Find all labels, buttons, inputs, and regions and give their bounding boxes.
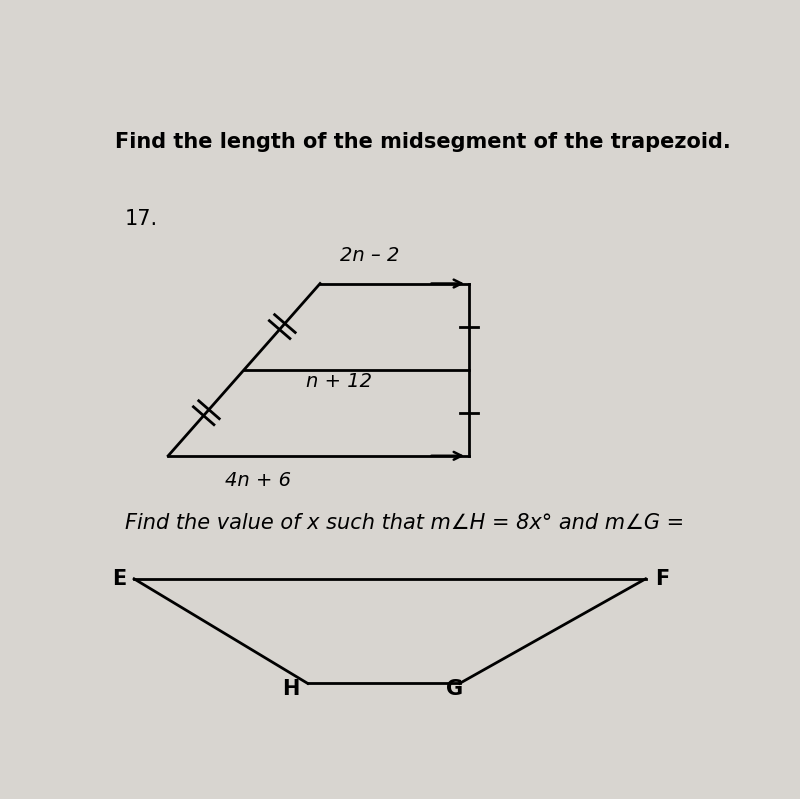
Text: Find the value of x such that m∠H = 8x° and m∠G =: Find the value of x such that m∠H = 8x° … bbox=[125, 514, 684, 534]
Text: 4n + 6: 4n + 6 bbox=[225, 471, 291, 490]
Text: E: E bbox=[112, 569, 126, 589]
Text: 2n – 2: 2n – 2 bbox=[340, 246, 399, 265]
Text: n + 12: n + 12 bbox=[306, 372, 372, 392]
Text: H: H bbox=[282, 679, 299, 699]
Text: Find the length of the midsegment of the trapezoid.: Find the length of the midsegment of the… bbox=[114, 132, 730, 152]
Text: 17.: 17. bbox=[125, 209, 158, 229]
Text: F: F bbox=[655, 569, 669, 589]
Text: G: G bbox=[446, 679, 463, 699]
